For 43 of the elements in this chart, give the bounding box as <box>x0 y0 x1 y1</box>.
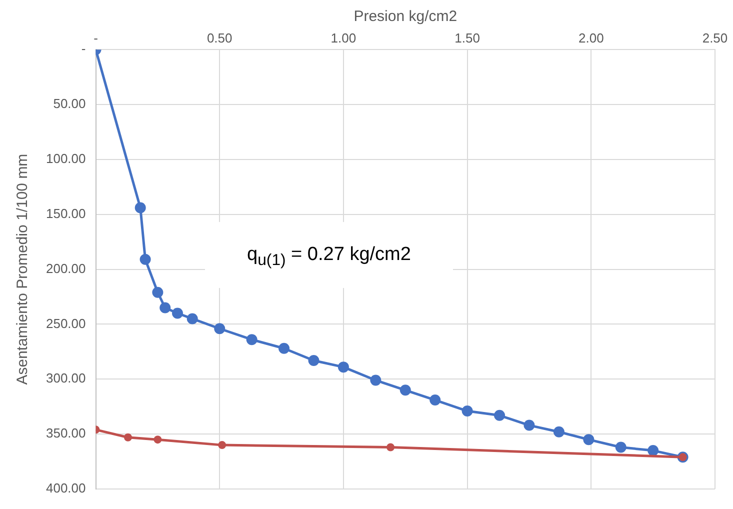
point <box>152 286 164 298</box>
point <box>583 434 594 446</box>
point <box>524 420 535 431</box>
x-tick-label: 2.50 <box>702 30 728 46</box>
x-tick-label: 2.00 <box>578 30 604 46</box>
point <box>278 342 290 354</box>
point <box>430 394 441 406</box>
point <box>308 354 320 366</box>
y-tick-label: 400.00 <box>46 480 86 496</box>
point <box>553 426 564 438</box>
y-tick-label: - <box>81 41 86 56</box>
y-tick-label: 350.00 <box>46 426 86 441</box>
point <box>124 433 132 442</box>
point <box>160 302 171 314</box>
x-tick-label: - <box>94 30 98 46</box>
point <box>494 410 506 421</box>
x-tick-label: 1.50 <box>454 30 480 46</box>
point <box>134 202 146 214</box>
point <box>386 443 395 452</box>
point <box>214 323 226 334</box>
y-tick-label: 300.00 <box>46 370 86 386</box>
point <box>186 313 198 324</box>
point <box>338 362 349 373</box>
y-tick-label: 50.00 <box>53 96 86 112</box>
point <box>218 441 226 450</box>
y-tick-label: 200.00 <box>46 260 86 276</box>
point <box>648 445 659 456</box>
point <box>140 254 151 265</box>
annotation: q$_{u(1)}$ = 0.27 kg/cm2 <box>247 244 411 269</box>
point <box>154 436 162 444</box>
point <box>400 384 411 396</box>
y-tick-label: 100.00 <box>46 151 86 166</box>
x-tick-label: 0.50 <box>206 30 232 46</box>
point <box>172 308 183 319</box>
point <box>246 334 258 346</box>
y-tick-label: 150.00 <box>46 206 86 221</box>
x-tick-label: 1.00 <box>330 30 356 46</box>
y-axis-title: Asentamiento Promedio 1/100 mm <box>14 154 32 385</box>
point <box>615 442 626 453</box>
point <box>370 374 382 386</box>
x-axis-title: Presion kg/cm2 <box>354 8 458 26</box>
y-tick-label: 250.00 <box>46 316 86 331</box>
point <box>462 406 473 417</box>
